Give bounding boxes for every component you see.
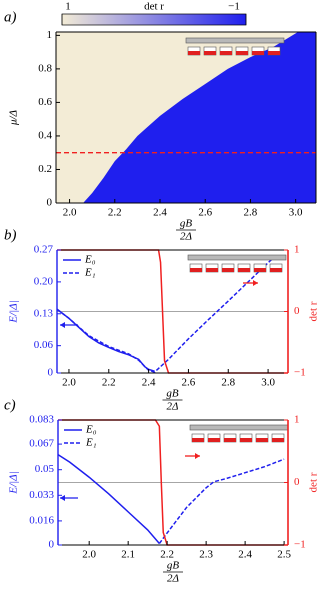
y2-label: det r bbox=[308, 301, 320, 321]
x-tick-label: 2.6 bbox=[182, 377, 196, 389]
x-tick-label: 2.4 bbox=[238, 549, 252, 561]
x-label-numerator: gB bbox=[166, 388, 179, 400]
x-tick-label: 2.4 bbox=[153, 207, 167, 219]
y2-tick-label: −1 bbox=[294, 539, 306, 551]
legend-label: E₁ bbox=[84, 267, 96, 279]
x-tick-label: 2.0 bbox=[62, 377, 76, 389]
x-tick-label: 3.0 bbox=[261, 377, 275, 389]
x-tick-label: 2.6 bbox=[198, 207, 212, 219]
inset-wire bbox=[189, 424, 289, 431]
heatmap-region-negative bbox=[83, 32, 316, 203]
y-tick-label: 0.067 bbox=[29, 438, 54, 450]
x-tick-label: 2.1 bbox=[121, 549, 135, 561]
inset-cell-red bbox=[206, 268, 218, 272]
inset-cell-red bbox=[224, 438, 236, 442]
legend-label: E₀ bbox=[85, 424, 97, 436]
y-tick-label: 0.016 bbox=[29, 514, 54, 526]
x-tick-label: 2.0 bbox=[82, 549, 96, 561]
x-tick-label: 2.2 bbox=[102, 377, 116, 389]
x-label-denominator: 2Δ bbox=[167, 401, 179, 413]
arrow-head bbox=[60, 322, 65, 328]
x-tick-label: 2.5 bbox=[277, 549, 291, 561]
panel-label: a) bbox=[4, 9, 17, 25]
y-tick-label: 1 bbox=[47, 29, 53, 41]
y2-tick-label: 0 bbox=[294, 305, 300, 317]
x-label-denominator: 2Δ bbox=[180, 231, 192, 243]
inset-cell-red bbox=[188, 51, 200, 55]
y-tick-label: 0.27 bbox=[34, 244, 54, 256]
arrow-head bbox=[60, 495, 65, 501]
x-tick-label: 2.3 bbox=[199, 549, 213, 561]
x-tick-label: 2.0 bbox=[63, 207, 77, 219]
y-tick-label: 0.4 bbox=[38, 129, 52, 141]
y-tick-label: 0.20 bbox=[34, 275, 54, 287]
x-tick-label: 2.8 bbox=[244, 207, 258, 219]
x-tick-label: 2.2 bbox=[160, 549, 174, 561]
inset-cell-red bbox=[272, 438, 284, 442]
legend-label: E₀ bbox=[84, 254, 96, 266]
y-label: E/|Δ| bbox=[8, 471, 20, 494]
inset-cell-red bbox=[192, 438, 204, 442]
arrow-head bbox=[253, 280, 258, 286]
colorbar-label: det r bbox=[144, 1, 164, 13]
y-tick-label: 0 bbox=[48, 367, 54, 379]
y2-label: det r bbox=[308, 472, 320, 492]
inset-cell-red bbox=[238, 268, 250, 272]
x-tick-label: 2.8 bbox=[221, 377, 235, 389]
x-label-numerator: gB bbox=[167, 560, 180, 572]
arrow-head bbox=[195, 453, 200, 459]
y-tick-label: 0.8 bbox=[38, 62, 52, 74]
inset-cell-red bbox=[240, 438, 252, 442]
x-tick-label: 2.4 bbox=[142, 377, 156, 389]
y-tick-label: 0 bbox=[47, 197, 53, 209]
inset-cell-red bbox=[208, 438, 220, 442]
y2-tick-label: 0 bbox=[294, 476, 300, 488]
x-tick-label: 2.2 bbox=[108, 207, 122, 219]
y-tick-label: 0.6 bbox=[38, 96, 52, 108]
inset-wire bbox=[187, 254, 287, 261]
inset-cell-red bbox=[222, 268, 234, 272]
y2-tick-label: −1 bbox=[294, 367, 306, 379]
inset-cell-red bbox=[236, 51, 248, 55]
y-tick-label: 0.06 bbox=[34, 339, 54, 351]
inset-cell-red bbox=[220, 51, 232, 55]
panel-label: b) bbox=[4, 227, 17, 243]
y2-tick-label: 1 bbox=[294, 244, 300, 256]
series-line bbox=[57, 454, 160, 544]
y-tick-label: 0 bbox=[49, 539, 55, 551]
y-tick-label: 0.083 bbox=[29, 414, 54, 426]
series-line bbox=[158, 458, 285, 544]
inset-cell-red bbox=[256, 438, 268, 442]
x-tick-label: 3.0 bbox=[289, 207, 303, 219]
colorbar bbox=[61, 13, 247, 26]
inset-wire bbox=[185, 37, 285, 44]
colorbar-tick-label: −1 bbox=[228, 1, 240, 13]
inset-cell-red bbox=[252, 51, 264, 55]
y-tick-label: 0.13 bbox=[34, 307, 54, 319]
inset-cell-red bbox=[204, 51, 216, 55]
y-label: μ/Δ bbox=[8, 110, 20, 126]
y-label: E/|Δ| bbox=[8, 300, 20, 323]
inset-cell-red bbox=[190, 268, 202, 272]
series-line bbox=[56, 258, 273, 373]
y2-tick-label: 1 bbox=[294, 414, 300, 426]
x-label-denominator: 2Δ bbox=[167, 573, 179, 585]
y-tick-label: 0.033 bbox=[29, 489, 54, 501]
inset-cell-red bbox=[270, 268, 282, 272]
y-tick-label: 0.2 bbox=[38, 163, 52, 175]
panel-label: c) bbox=[4, 397, 16, 413]
inset-cell-red bbox=[254, 268, 266, 272]
x-label-numerator: gB bbox=[180, 218, 193, 230]
legend-label: E₁ bbox=[85, 437, 97, 449]
y-tick-label: 0.05 bbox=[35, 463, 55, 475]
colorbar-tick-label: 1 bbox=[65, 1, 71, 13]
inset-cell-red bbox=[268, 51, 280, 55]
